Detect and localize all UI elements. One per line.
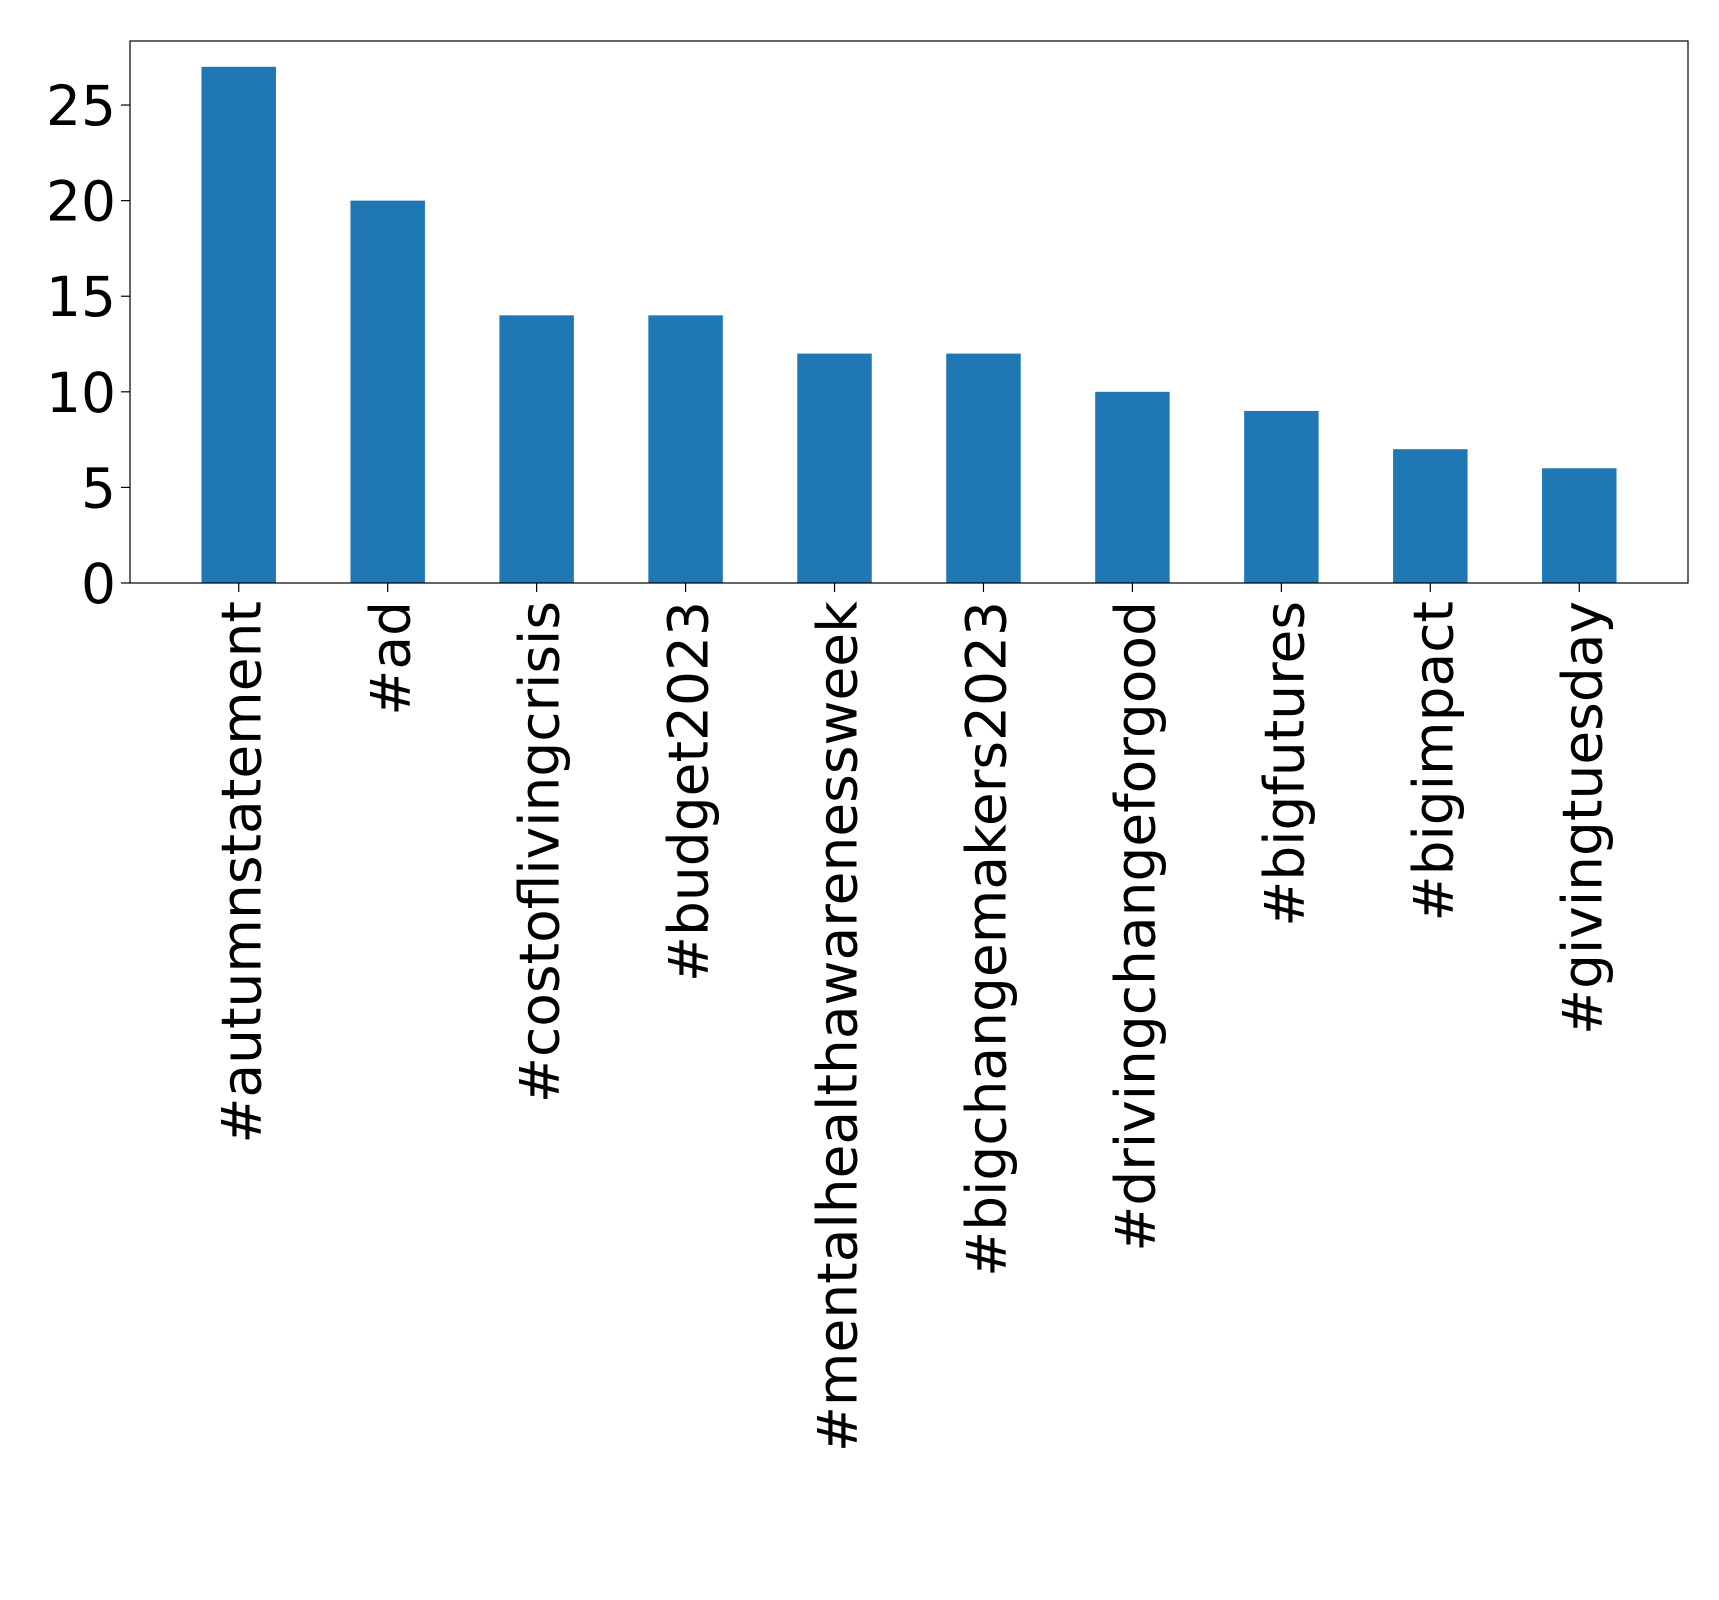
axes-layer [129,40,1689,584]
bar-5 [946,353,1021,583]
y-axis-ticks: 0 5 10 15 20 25 [46,74,130,616]
x-tick-label-9: #givingtuesday [1550,601,1614,1035]
y-tick-label-1: 5 [81,456,116,520]
bar-1 [350,200,425,583]
bar-4 [797,353,872,583]
x-tick-label-5: #bigchangemakers2023 [954,601,1018,1277]
x-tick-label-1: #ad [359,601,423,716]
bar-9 [1542,468,1617,583]
bars-layer [201,66,1617,584]
plot-frame [129,40,1689,584]
x-axis-ticks: #autumnstatement #ad #costoflivingcrisis #b… [210,583,1614,1452]
y-tick-label-3: 15 [46,265,116,329]
bar-0 [201,66,276,584]
x-tick-label-4: #mentalhealthawarenessweek [806,601,870,1452]
bar-2 [499,315,574,583]
x-tick-label-8: #bigimpact [1401,601,1465,921]
y-tick-label-4: 20 [46,170,116,234]
x-tick-label-3: #budget2023 [657,601,721,982]
x-tick-label-0: #autumnstatement [210,601,274,1144]
y-tick-label-0: 0 [81,552,116,616]
bar-7 [1244,410,1319,583]
x-tick-label-7: #bigfutures [1252,601,1316,927]
x-tick-label-2: #costoflivingcrisis [508,601,572,1103]
x-tick-label-6: #drivingchangeforgood [1103,601,1167,1252]
y-tick-label-2: 10 [46,361,116,425]
y-tick-label-5: 25 [46,74,116,138]
bar-8 [1393,449,1468,583]
bar-6 [1095,391,1170,583]
bar-3 [648,315,723,583]
